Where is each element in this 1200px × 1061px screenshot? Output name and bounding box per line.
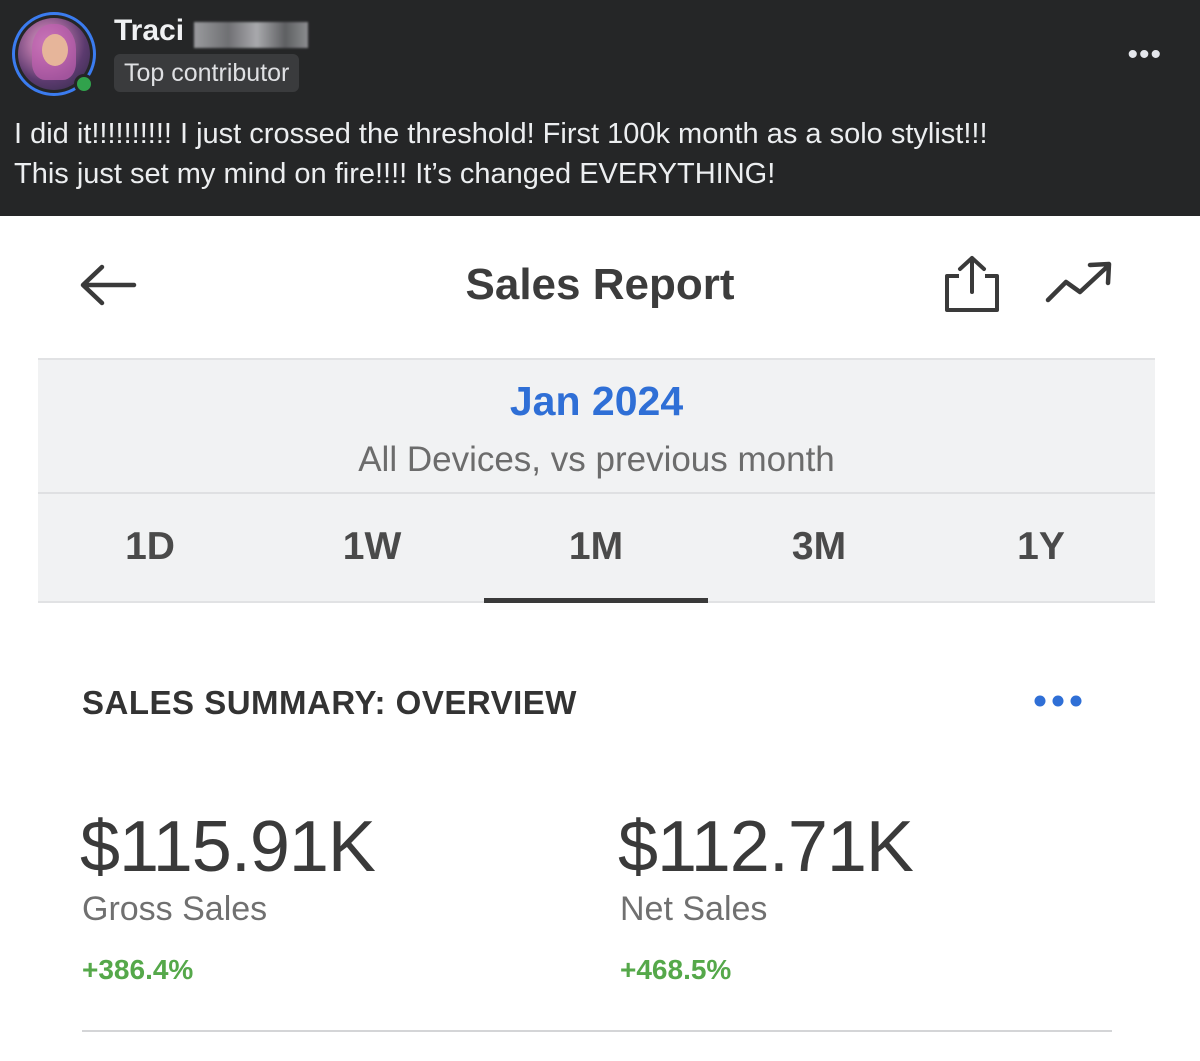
back-arrow-icon[interactable] (78, 262, 138, 308)
contributor-badge: Top contributor (114, 54, 300, 92)
divider (38, 492, 1155, 494)
period-subtitle: All Devices, vs previous month (358, 440, 835, 479)
gross-sales-label: Gross Sales (82, 890, 268, 928)
gross-sales-change: +386.4% (82, 954, 194, 985)
page-title: Sales Report (465, 260, 735, 309)
tab-1w[interactable]: 1W (342, 525, 402, 568)
share-icon[interactable] (940, 254, 1002, 314)
section-title: SALES SUMMARY: OVERVIEW (82, 684, 577, 721)
period-panel: Jan 2024 All Devices, vs previous month … (38, 358, 1155, 603)
author-name[interactable]: Traci (114, 14, 185, 47)
avatar-photo (18, 18, 90, 90)
range-tabs: 1D 1W 1M 3M 1Y (38, 494, 1155, 603)
online-status-dot (74, 74, 94, 94)
gross-sales-value: $115.91K (80, 807, 376, 887)
social-post-header: Traci Top contributor ••• I did it!!!!!!… (0, 0, 1200, 216)
net-sales-label: Net Sales (620, 890, 768, 928)
tab-1m[interactable]: 1M (484, 494, 708, 603)
redacted-surname (194, 22, 308, 48)
period-date-selector[interactable]: Jan 2024 (509, 378, 684, 424)
tab-1y[interactable]: 1Y (1017, 525, 1065, 568)
more-options-icon[interactable] (1032, 690, 1084, 712)
net-sales-value: $112.71K (618, 807, 914, 887)
post-text-line: I did it!!!!!!!!!! I just crossed the th… (14, 118, 988, 150)
divider (82, 1030, 1112, 1032)
tab-3m[interactable]: 3M (791, 525, 847, 568)
post-body: I did it!!!!!!!!!! I just crossed the th… (14, 114, 1184, 194)
trend-icon[interactable] (1042, 258, 1116, 306)
avatar-ring (12, 12, 96, 96)
post-more-options-icon[interactable]: ••• (1127, 38, 1162, 71)
net-sales-change: +468.5% (620, 954, 732, 985)
tab-1d[interactable]: 1D (125, 525, 175, 568)
post-text-line: This just set my mind on fire!!!! It’s c… (14, 158, 776, 190)
avatar[interactable] (12, 12, 96, 96)
